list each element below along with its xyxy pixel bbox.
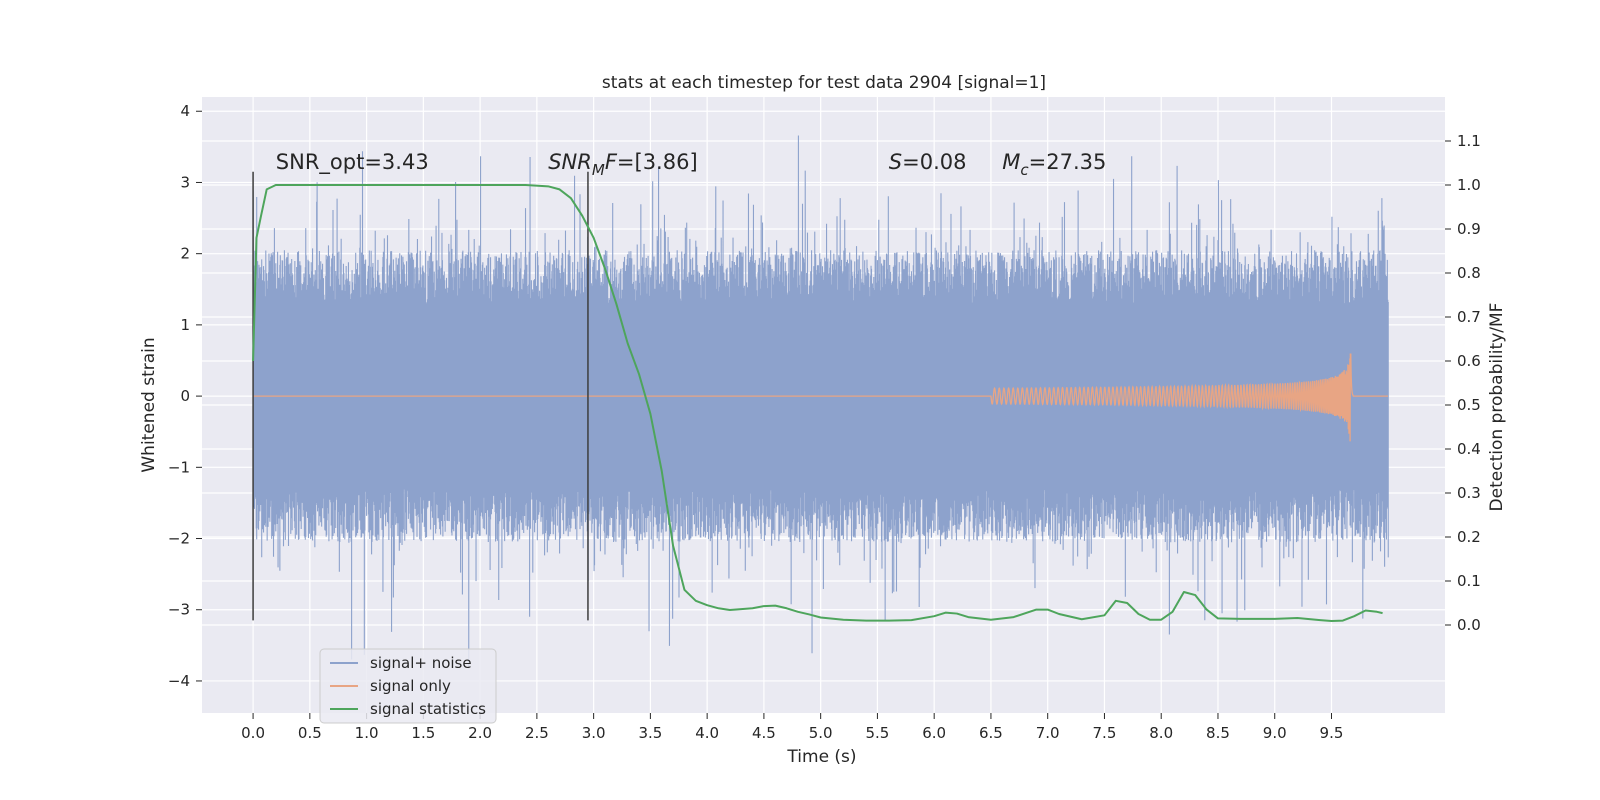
annotation-layer: SNR_opt=3.43 SNRMF=[3.86] S=0.08 Mc=27.35	[276, 150, 1107, 179]
y-tick-label: 0	[180, 387, 190, 405]
x-tick-label: 7.0	[1036, 724, 1060, 742]
signal-statistics-layer	[252, 184, 1383, 623]
y2-tick-label: 0.3	[1457, 484, 1481, 502]
x-tick-label: 1.5	[411, 724, 435, 742]
x-tick-label: 2.0	[468, 724, 492, 742]
legend-entry: signal+ noise	[370, 654, 472, 672]
annotation: SNR_opt=3.43	[276, 150, 429, 175]
annotation-main: SNR_opt=3.43	[276, 150, 429, 175]
annotation-main: M	[1002, 150, 1020, 174]
y2-tick-label: 0.4	[1457, 440, 1481, 458]
y2-tick-label: 0.6	[1457, 352, 1481, 370]
signal-only-layer	[253, 353, 1389, 442]
x-tick-label: 5.0	[809, 724, 833, 742]
annotation: SNRMF=[3.86]	[548, 150, 697, 179]
y2-tick-label: 1.0	[1457, 176, 1481, 194]
y-tick-label: 2	[180, 245, 190, 263]
annotation-suffix-rest: =[3.86]	[617, 150, 698, 174]
y-tick-label: 3	[180, 173, 190, 191]
y-tick-label: 4	[180, 102, 190, 120]
y-tick-label: −3	[168, 601, 190, 619]
signal-only-line	[253, 353, 1389, 442]
y-tick-label: −4	[168, 672, 190, 690]
annotation: S=0.08	[889, 150, 967, 174]
y-axis-label: Whitened strain	[139, 337, 159, 472]
x-tick-label: 0.0	[241, 724, 265, 742]
legend: signal+ noise signal only signal statistic…	[319, 648, 497, 724]
annotation: Mc=27.35	[1002, 150, 1106, 179]
x-tick-label: 3.0	[582, 724, 606, 742]
x-tick-label: 9.0	[1263, 724, 1287, 742]
y2-tick-label: 0.7	[1457, 308, 1481, 326]
x-tick-label: 9.5	[1320, 724, 1344, 742]
x-tick-label: 1.0	[355, 724, 379, 742]
x-tick-label: 3.5	[638, 724, 662, 742]
signal-statistics-line	[252, 184, 1383, 623]
annotation-suffix-italic: F	[605, 150, 618, 174]
x-tick-label: 5.5	[865, 724, 889, 742]
y-tick-label: −1	[168, 458, 190, 476]
y2-axis-label: Detection probability/MF	[1487, 303, 1507, 512]
y2-tick-label: 0.5	[1457, 396, 1481, 414]
x-tick-label: 6.0	[922, 724, 946, 742]
y2-tick-label: 1.1	[1457, 132, 1481, 150]
x-tick-label: 4.5	[752, 724, 776, 742]
annotation-suffix: =0.08	[902, 150, 966, 174]
y-tick-label: 1	[180, 316, 190, 334]
annotation-main: SNR	[548, 150, 592, 174]
y2-tick-label: 0.2	[1457, 528, 1481, 546]
x-tick-label: 8.0	[1149, 724, 1173, 742]
annotation-suffix: F=[3.86]	[605, 150, 698, 174]
y2-tick-label: 0.1	[1457, 572, 1481, 590]
annotation-sub: M	[592, 161, 605, 179]
x-tick-label: 4.0	[695, 724, 719, 742]
y2-tick-label: 0.0	[1457, 616, 1481, 634]
legend-box	[319, 648, 497, 724]
legend-entry: signal statistics	[370, 700, 486, 718]
y2-tick-label: 0.8	[1457, 264, 1481, 282]
vline-layer	[252, 171, 589, 621]
x-tick-label: 2.5	[525, 724, 549, 742]
y-tick-label: −2	[168, 530, 190, 548]
annotation-sub: c	[1020, 161, 1029, 179]
y2-tick-label: 0.9	[1457, 220, 1481, 238]
x-axis-label: Time (s)	[786, 747, 856, 767]
legend-entry: signal only	[370, 677, 451, 695]
chart-title: stats at each timestep for test data 290…	[602, 73, 1046, 93]
x-tick-label: 6.5	[979, 724, 1003, 742]
x-tick-label: 0.5	[298, 724, 322, 742]
annotation-suffix: =27.35	[1029, 150, 1107, 174]
annotation-main: S	[889, 150, 902, 174]
x-tick-label: 8.5	[1206, 724, 1230, 742]
x-tick-label: 7.5	[1093, 724, 1117, 742]
tick-labels: 0.0 0.5 1.0 1.5 2.0 2.5 3.0 3.5 4.0 4.5 5.0 5.5 6.0 6…	[168, 102, 1481, 742]
